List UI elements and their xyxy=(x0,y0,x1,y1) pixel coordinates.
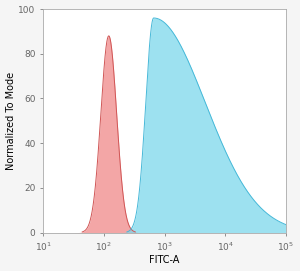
Y-axis label: Normalized To Mode: Normalized To Mode xyxy=(6,72,16,170)
X-axis label: FITC-A: FITC-A xyxy=(149,256,180,265)
